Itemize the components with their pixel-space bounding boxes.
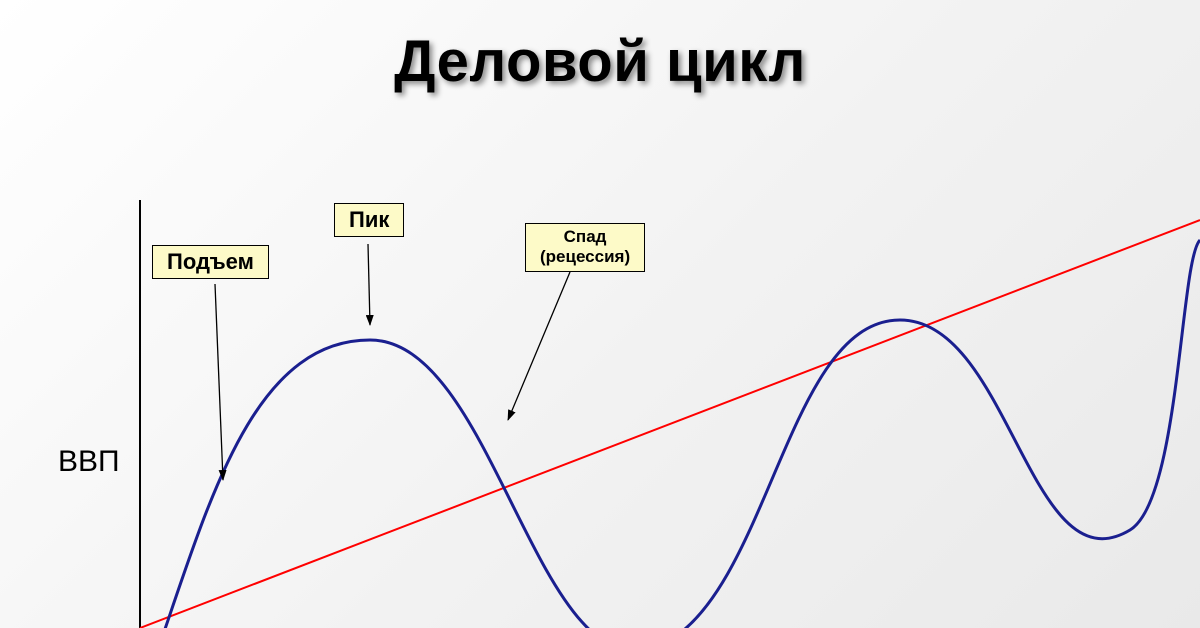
callout-rise: Подъем [152, 245, 269, 279]
arrow-recession [508, 272, 570, 420]
callout-arrows [215, 244, 570, 480]
arrow-rise [215, 284, 223, 480]
business-cycle-wave [140, 240, 1200, 628]
trend-line [140, 220, 1200, 628]
callout-peak: Пик [334, 203, 404, 237]
diagram-plot [0, 0, 1200, 628]
arrow-peak [368, 244, 370, 325]
callout-recession: Спад(рецессия) [525, 223, 645, 272]
